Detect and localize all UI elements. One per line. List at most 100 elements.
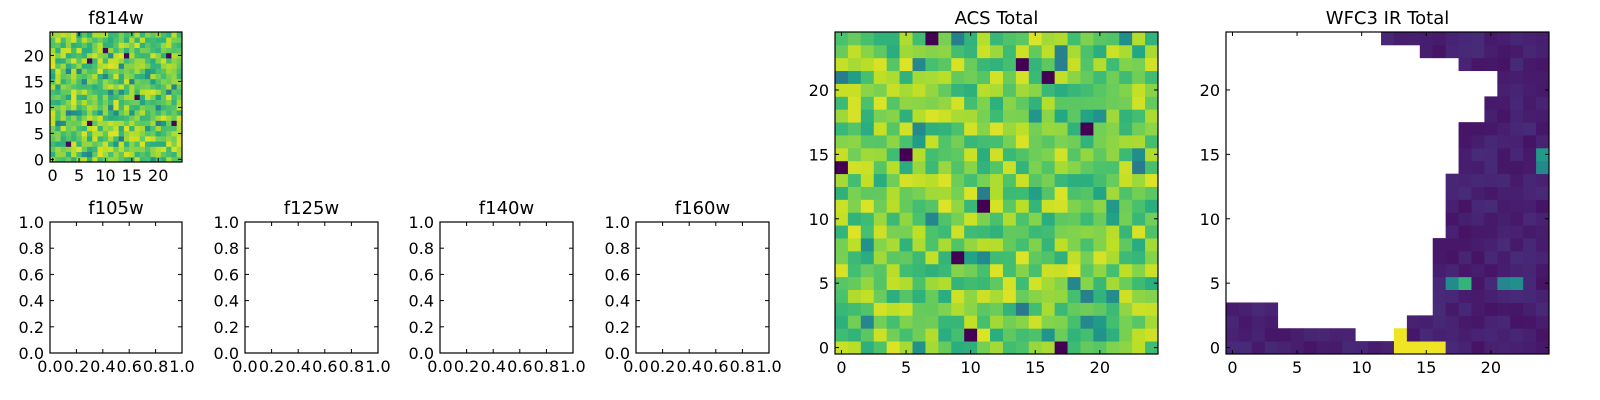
- heatmap-cell: [1484, 302, 1498, 316]
- heatmap-cell: [964, 160, 978, 175]
- heatmap-cell: [1145, 44, 1159, 59]
- heatmap-cell: [1041, 57, 1056, 72]
- heatmap-cell: [155, 104, 162, 111]
- heatmap-cell: [155, 37, 162, 43]
- heatmap-cell: [1523, 109, 1537, 123]
- heatmap-cell: [139, 94, 146, 100]
- heatmap-cell: [139, 136, 146, 142]
- heatmap-cell: [835, 250, 849, 265]
- heatmap-cell: [977, 276, 991, 290]
- heatmap-cell: [1015, 276, 1030, 290]
- heatmap-cell: [55, 89, 61, 95]
- heatmap-cell: [81, 130, 88, 137]
- heatmap-cell: [60, 115, 67, 121]
- heatmap-cell: [118, 68, 125, 74]
- heatmap-cell: [171, 146, 178, 152]
- heatmap-cell: [176, 47, 183, 54]
- heatmap-cell: [60, 84, 67, 90]
- heatmap-cell: [55, 151, 61, 158]
- heatmap-cell: [886, 32, 900, 46]
- heatmap-cell: [860, 199, 875, 213]
- heatmap-cell: [860, 289, 875, 303]
- heatmap-cell: [1458, 302, 1472, 316]
- heatmap-cell: [102, 130, 109, 137]
- heatmap-cell: [150, 146, 156, 152]
- heatmap-cell: [990, 147, 1004, 162]
- heatmap-cell: [166, 84, 172, 90]
- heatmap-cell: [1484, 250, 1498, 265]
- heatmap-cell: [1145, 83, 1159, 97]
- heatmap-cell: [1132, 289, 1146, 303]
- heatmap-cell: [1445, 250, 1459, 265]
- heatmap-cell: [835, 44, 849, 59]
- heatmap-cell: [1002, 160, 1017, 175]
- heatmap-cell: [1093, 83, 1107, 97]
- heatmap-cell: [150, 141, 156, 147]
- heatmap-cell: [1028, 147, 1043, 162]
- heatmap-cell: [123, 47, 130, 54]
- heatmap-cell: [129, 47, 135, 54]
- y-tick-label: 20: [1200, 81, 1220, 100]
- heatmap-cell: [60, 110, 67, 116]
- heatmap-cell: [1484, 186, 1498, 200]
- heatmap-cell: [113, 32, 120, 38]
- heatmap-cell: [1028, 96, 1043, 110]
- x-tick-label: 1.0: [169, 357, 194, 376]
- heatmap-cell: [150, 120, 156, 126]
- heatmap-cell: [1523, 263, 1537, 278]
- heatmap-cell: [65, 63, 72, 69]
- heatmap-cell: [1523, 199, 1537, 213]
- heatmap-cell: [123, 78, 130, 85]
- heatmap-cell: [1054, 173, 1068, 187]
- heatmap-cell: [1536, 160, 1550, 175]
- heatmap-cell: [102, 58, 109, 64]
- heatmap-cell: [1002, 263, 1017, 278]
- heatmap-cell: [102, 84, 109, 90]
- heatmap-cell: [1015, 225, 1030, 239]
- heatmap-cell: [938, 212, 952, 226]
- heatmap-cell: [1028, 186, 1043, 200]
- y-tick-label: 10: [809, 210, 829, 229]
- heatmap-cell: [60, 73, 67, 80]
- heatmap-cell: [71, 156, 77, 163]
- heatmap-cell: [912, 212, 926, 226]
- heatmap-cell: [873, 238, 888, 252]
- heatmap-cell: [1445, 212, 1459, 226]
- heatmap-cell: [65, 156, 72, 163]
- heatmap-cell: [964, 225, 978, 239]
- heatmap-cell: [65, 52, 72, 59]
- heatmap-cell: [1093, 96, 1107, 110]
- heatmap-cell: [71, 89, 77, 95]
- heatmap-cell: [938, 173, 952, 187]
- heatmap-cell: [938, 289, 952, 303]
- heatmap-cell: [97, 63, 104, 69]
- heatmap-cell: [1471, 250, 1485, 265]
- heatmap-cell: [899, 263, 913, 278]
- heatmap-cell: [113, 63, 120, 69]
- heatmap-cell: [1080, 238, 1094, 252]
- heatmap-cell: [155, 115, 162, 121]
- heatmap-cell: [160, 68, 167, 74]
- heatmap-cell: [899, 57, 913, 72]
- heatmap-cell: [65, 146, 72, 152]
- heatmap-cell: [1054, 70, 1068, 84]
- heatmap-cell: [860, 186, 875, 200]
- heatmap-cell: [108, 32, 114, 38]
- heatmap-cell: [873, 212, 888, 226]
- heatmap-cell: [97, 120, 104, 126]
- heatmap-cell: [938, 302, 952, 316]
- heatmap-cell: [977, 70, 991, 84]
- heatmap-cell: [71, 130, 77, 137]
- heatmap-cell: [150, 47, 156, 54]
- heatmap-cell: [1119, 32, 1133, 46]
- heatmap-cell: [1093, 147, 1107, 162]
- heatmap-cell: [97, 47, 104, 54]
- heatmap-cell: [160, 104, 167, 111]
- y-tick-label: 0.2: [605, 318, 630, 337]
- heatmap-cell: [134, 32, 141, 38]
- y-tick-label: 0.0: [605, 344, 630, 363]
- heatmap-cell: [1497, 135, 1511, 149]
- heatmap-cell: [171, 68, 178, 74]
- heatmap-cell: [835, 263, 849, 278]
- heatmap-cell: [97, 52, 104, 59]
